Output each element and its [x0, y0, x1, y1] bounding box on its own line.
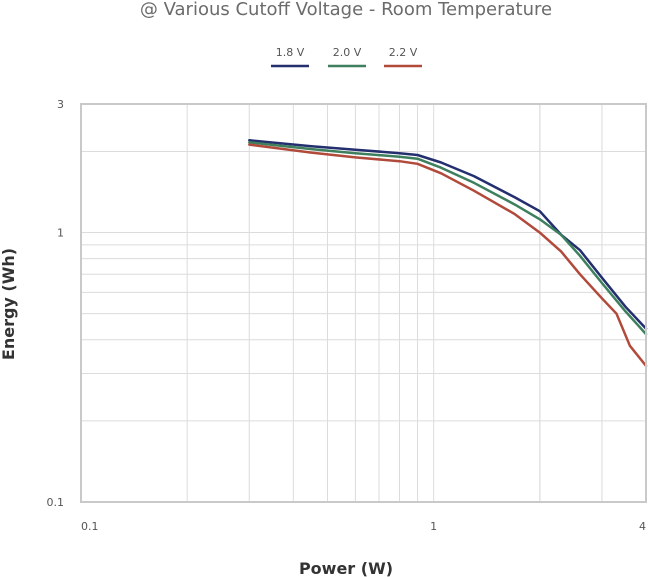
- y-axis-label: Energy (Wh): [0, 248, 18, 360]
- y-tick-labels: 0.1 1 3: [47, 98, 65, 509]
- x-tick-label: 1: [430, 520, 437, 533]
- legend-label: 2.2 V: [389, 46, 418, 59]
- x-axis-label: Power (W): [299, 559, 393, 577]
- x-tick-labels: 0.1 1 4: [81, 520, 646, 533]
- y-tick-label: 3: [57, 98, 64, 111]
- series-line-2: [248, 141, 648, 336]
- x-tick-label: 0.1: [81, 520, 99, 533]
- y-tick-label: 1: [57, 227, 64, 240]
- plot-frame: [80, 103, 647, 503]
- series-line-3: [248, 143, 648, 368]
- series-line-1: [248, 139, 648, 330]
- y-tick-label: 0.1: [47, 496, 65, 509]
- legend-label: 2.0 V: [333, 46, 362, 59]
- series-layer: [248, 139, 648, 368]
- chart-title: @ Various Cutoff Voltage - Room Temperat…: [140, 0, 552, 20]
- grid: [81, 104, 646, 502]
- legend-label: 1.8 V: [276, 46, 305, 59]
- legend: 1.8 V 2.0 V 2.2 V: [271, 46, 422, 68]
- x-tick-label: 4: [639, 520, 646, 533]
